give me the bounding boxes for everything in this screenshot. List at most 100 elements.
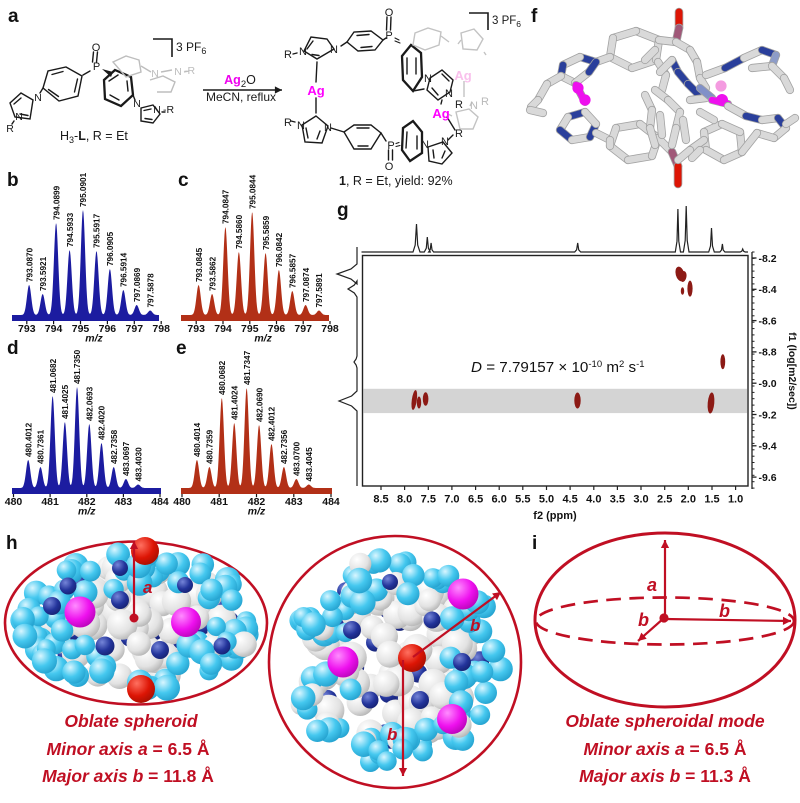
svg-text:N: N — [133, 98, 141, 110]
svg-text:6.5: 6.5 — [468, 494, 483, 506]
svg-text:483.4045: 483.4045 — [305, 447, 314, 482]
svg-text:3 PF6: 3 PF6 — [176, 40, 206, 56]
svg-text:O: O — [92, 42, 101, 54]
svg-text:N: N — [151, 68, 159, 80]
svg-text:N: N — [174, 66, 182, 78]
svg-text:b: b — [470, 616, 480, 635]
svg-text:480.7361: 480.7361 — [37, 429, 46, 464]
svg-text:7.5: 7.5 — [421, 494, 436, 506]
svg-text:482.0690: 482.0690 — [255, 387, 264, 422]
svg-text:N: N — [424, 73, 432, 85]
svg-text:-9.6: -9.6 — [759, 472, 777, 484]
svg-text:i: i — [532, 533, 537, 554]
svg-text:796.5914: 796.5914 — [120, 252, 129, 287]
svg-text:483.4030: 483.4030 — [134, 447, 143, 482]
svg-text:797.5891: 797.5891 — [315, 273, 324, 308]
svg-text:480.4014: 480.4014 — [193, 422, 202, 457]
svg-text:794.0899: 794.0899 — [52, 185, 61, 220]
svg-text:795.0844: 795.0844 — [248, 174, 257, 209]
svg-text:Ag: Ag — [454, 68, 471, 83]
svg-text:480: 480 — [5, 496, 23, 508]
svg-text:482.7358: 482.7358 — [110, 429, 119, 464]
svg-text:Ag2O: Ag2O — [224, 73, 256, 90]
svg-text:483: 483 — [285, 496, 303, 508]
svg-text:483.0700: 483.0700 — [293, 441, 302, 476]
svg-text:N: N — [34, 92, 42, 104]
svg-text:MeCN, reflux: MeCN, reflux — [206, 90, 276, 104]
svg-text:Oblate spheroidal mode: Oblate spheroidal mode — [565, 711, 765, 731]
svg-text:481.7347: 481.7347 — [243, 350, 252, 385]
svg-text:2.5: 2.5 — [657, 494, 672, 506]
svg-text:795: 795 — [241, 323, 259, 335]
svg-text:796.0905: 796.0905 — [106, 231, 115, 266]
svg-text:R: R — [455, 128, 463, 140]
svg-text:793.0870: 793.0870 — [25, 247, 34, 282]
svg-text:Oblate spheroid: Oblate spheroid — [64, 711, 198, 731]
svg-text:P: P — [385, 30, 392, 42]
svg-text:-9.2: -9.2 — [759, 409, 777, 421]
svg-text:g: g — [337, 200, 349, 221]
svg-text:N: N — [470, 100, 478, 112]
svg-text:R: R — [455, 99, 463, 111]
svg-text:797.0874: 797.0874 — [302, 267, 311, 302]
svg-text:481: 481 — [41, 496, 59, 508]
svg-text:797.0869: 797.0869 — [133, 267, 142, 302]
svg-text:480.4012: 480.4012 — [24, 422, 33, 457]
svg-text:5.5: 5.5 — [515, 494, 530, 506]
svg-text:1, R = Et, yield: 92%: 1, R = Et, yield: 92% — [339, 174, 453, 188]
svg-text:4.0: 4.0 — [586, 494, 601, 506]
svg-text:795.5917: 795.5917 — [93, 213, 102, 248]
svg-text:795: 795 — [72, 323, 90, 335]
svg-text:793: 793 — [187, 323, 205, 335]
svg-text:f: f — [531, 6, 538, 27]
svg-text:m/z: m/z — [254, 333, 272, 345]
svg-text:Minor axis a = 6.5 Å: Minor axis a = 6.5 Å — [47, 739, 210, 759]
svg-text:d: d — [7, 338, 19, 359]
svg-text:O: O — [385, 161, 394, 173]
svg-text:480.7359: 480.7359 — [206, 429, 215, 464]
svg-text:793.5862: 793.5862 — [208, 256, 217, 291]
svg-text:484: 484 — [151, 496, 169, 508]
svg-text:482: 482 — [78, 496, 96, 508]
svg-text:794.0847: 794.0847 — [222, 189, 231, 224]
svg-text:2.0: 2.0 — [681, 494, 696, 506]
svg-text:483: 483 — [115, 496, 133, 508]
svg-text:793.5921: 793.5921 — [39, 256, 48, 291]
svg-text:N: N — [330, 44, 338, 56]
svg-text:8.5: 8.5 — [373, 494, 388, 506]
svg-text:-8.8: -8.8 — [759, 347, 777, 359]
svg-text:794: 794 — [214, 323, 232, 335]
svg-text:3 PF6: 3 PF6 — [492, 15, 521, 29]
svg-text:-8.2: -8.2 — [759, 253, 777, 265]
svg-text:6.0: 6.0 — [492, 494, 507, 506]
svg-text:7.0: 7.0 — [444, 494, 459, 506]
svg-text:b: b — [719, 601, 730, 621]
svg-text:O: O — [385, 7, 394, 19]
svg-text:794.5860: 794.5860 — [235, 214, 244, 249]
svg-text:481.4024: 481.4024 — [230, 385, 239, 420]
svg-text:798: 798 — [152, 323, 170, 335]
svg-text:Ag: Ag — [432, 106, 449, 121]
svg-text:N: N — [441, 136, 449, 148]
svg-text:796.0842: 796.0842 — [275, 232, 284, 267]
svg-text:Major axis b = 11.8 Å: Major axis b = 11.8 Å — [42, 766, 214, 786]
svg-text:-9.0: -9.0 — [759, 378, 777, 390]
svg-text:5.0: 5.0 — [539, 494, 554, 506]
svg-text:Ag: Ag — [307, 83, 324, 98]
svg-text:-8.4: -8.4 — [759, 284, 777, 296]
svg-text:480.0682: 480.0682 — [218, 360, 227, 395]
svg-text:3.0: 3.0 — [633, 494, 648, 506]
svg-text:481.0682: 481.0682 — [49, 358, 58, 393]
svg-text:1.5: 1.5 — [704, 494, 719, 506]
svg-text:1.0: 1.0 — [728, 494, 743, 506]
svg-text:Minor axis a = 6.5 Å: Minor axis a = 6.5 Å — [584, 739, 747, 759]
svg-text:D = 7.79157 × 10-10 m2 s-1: D = 7.79157 × 10-10 m2 s-1 — [471, 359, 645, 376]
svg-text:m/z: m/z — [78, 506, 96, 518]
svg-text:483.0697: 483.0697 — [122, 441, 131, 476]
svg-text:480: 480 — [173, 496, 191, 508]
svg-text:N: N — [297, 120, 305, 132]
svg-text:797: 797 — [126, 323, 144, 335]
svg-text:R: R — [284, 117, 292, 129]
svg-text:e: e — [176, 338, 187, 359]
svg-text:482.4020: 482.4020 — [98, 405, 107, 440]
